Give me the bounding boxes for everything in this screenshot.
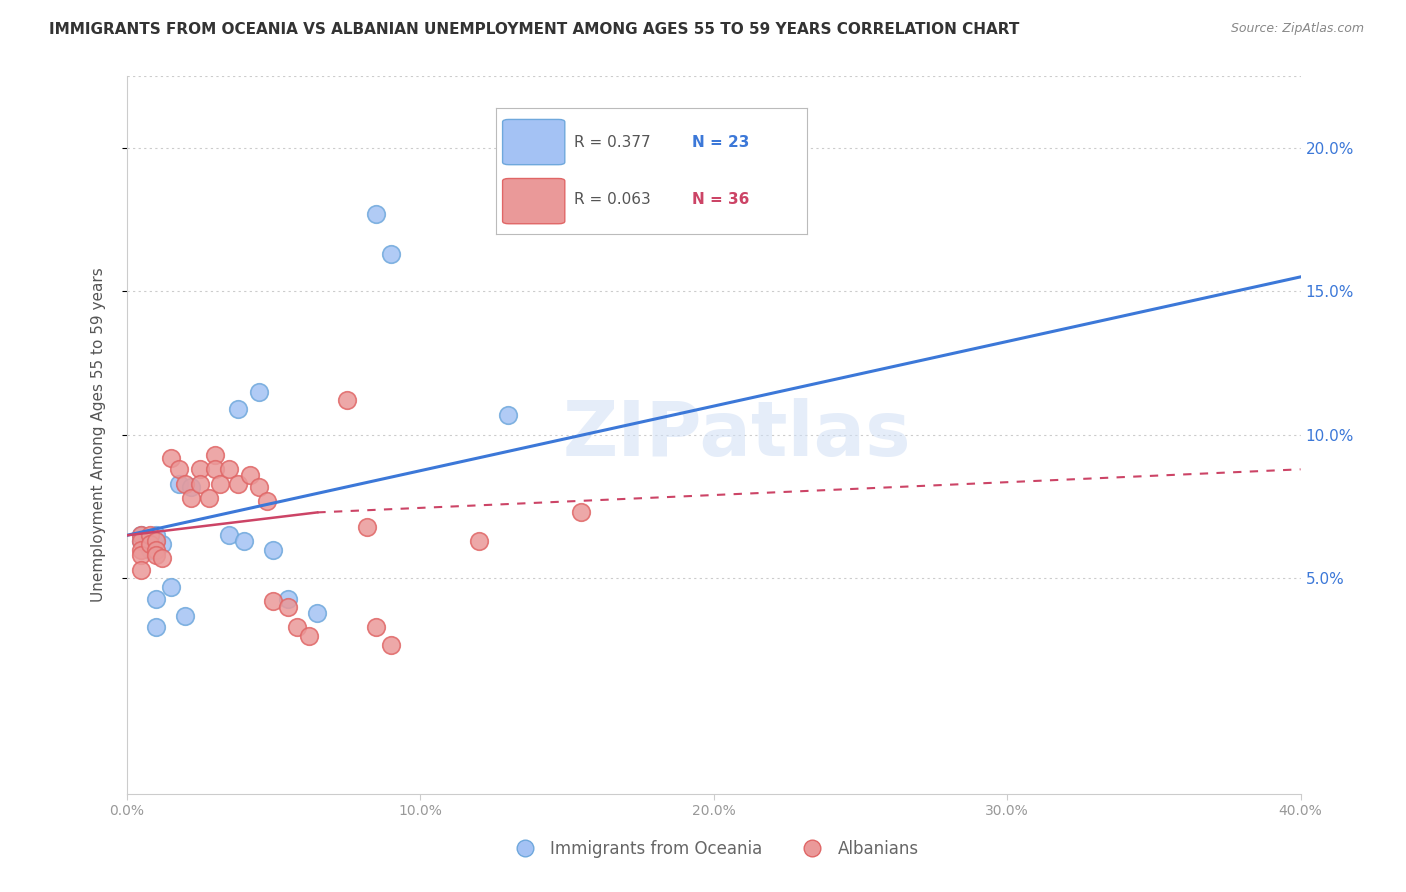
Point: [256, 494, 278, 508]
Point: [169, 462, 191, 476]
Point: [145, 549, 167, 563]
Point: [297, 629, 319, 643]
Text: ZIPatlas: ZIPatlas: [562, 398, 911, 472]
Point: [496, 408, 519, 422]
Point: [209, 476, 232, 491]
Point: [380, 638, 402, 652]
Point: [159, 580, 181, 594]
Point: [188, 462, 211, 476]
Point: [159, 450, 181, 465]
Point: [233, 534, 256, 549]
Point: [380, 247, 402, 261]
Point: [307, 606, 329, 620]
Point: [150, 537, 173, 551]
Point: [197, 491, 219, 505]
Point: [364, 207, 387, 221]
Point: [129, 563, 152, 577]
Point: [204, 462, 226, 476]
Point: [336, 393, 359, 408]
Point: [145, 620, 167, 634]
Point: [129, 528, 152, 542]
Point: [145, 534, 167, 549]
Point: [174, 476, 197, 491]
Point: [239, 468, 262, 483]
Point: [139, 537, 162, 551]
Point: [247, 479, 270, 493]
Point: [129, 528, 152, 542]
Point: [226, 402, 249, 417]
Point: [364, 620, 387, 634]
Point: [204, 448, 226, 462]
Point: [188, 476, 211, 491]
Point: [180, 479, 202, 493]
Point: [226, 476, 249, 491]
Point: [145, 534, 167, 549]
Point: [145, 591, 167, 606]
Point: [285, 620, 308, 634]
Point: [218, 462, 240, 476]
Point: [145, 528, 167, 542]
Point: [262, 542, 284, 557]
Point: [169, 476, 191, 491]
Point: [218, 528, 240, 542]
Point: [180, 491, 202, 505]
Point: [247, 384, 270, 399]
Point: [145, 542, 167, 557]
Point: [277, 591, 299, 606]
Point: [571, 505, 593, 519]
Text: IMMIGRANTS FROM OCEANIA VS ALBANIAN UNEMPLOYMENT AMONG AGES 55 TO 59 YEARS CORRE: IMMIGRANTS FROM OCEANIA VS ALBANIAN UNEM…: [49, 22, 1019, 37]
Point: [129, 542, 152, 557]
Point: [467, 534, 489, 549]
Point: [356, 520, 378, 534]
Point: [174, 608, 197, 623]
Point: [129, 534, 152, 549]
Point: [139, 528, 162, 542]
Point: [262, 594, 284, 608]
Point: [129, 534, 152, 549]
Legend: Immigrants from Oceania, Albanians: Immigrants from Oceania, Albanians: [502, 833, 925, 864]
Point: [139, 542, 162, 557]
Point: [150, 551, 173, 566]
Text: Source: ZipAtlas.com: Source: ZipAtlas.com: [1230, 22, 1364, 36]
Y-axis label: Unemployment Among Ages 55 to 59 years: Unemployment Among Ages 55 to 59 years: [91, 268, 105, 602]
Point: [129, 549, 152, 563]
Point: [277, 600, 299, 615]
